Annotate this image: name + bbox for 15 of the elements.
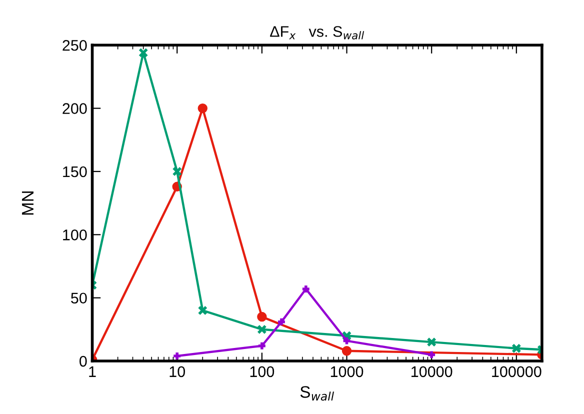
x-tick-label: 100000	[492, 366, 542, 378]
y-tick-label: 200	[62, 103, 87, 114]
y-tick-label: 0	[80, 356, 87, 367]
x-tick-label: 100	[250, 366, 274, 378]
y-tick-label: 50	[71, 292, 87, 304]
y-tick-label: 250	[62, 40, 87, 51]
x-tick-label: 10000	[412, 366, 452, 378]
y-tick-label: 150	[63, 166, 87, 178]
x-axis-title: S$_{wall}$	[300, 386, 334, 401]
x-tick-label: 1000	[330, 366, 364, 378]
x-tick-label: 10	[170, 366, 185, 378]
y-tick-label: 100	[63, 230, 87, 240]
x-tick-label: 1	[89, 366, 96, 377]
y-axis-title: MN	[22, 191, 34, 215]
chart-title: ΔF$_{x}$ vs. S$_{wall}$	[270, 26, 364, 40]
